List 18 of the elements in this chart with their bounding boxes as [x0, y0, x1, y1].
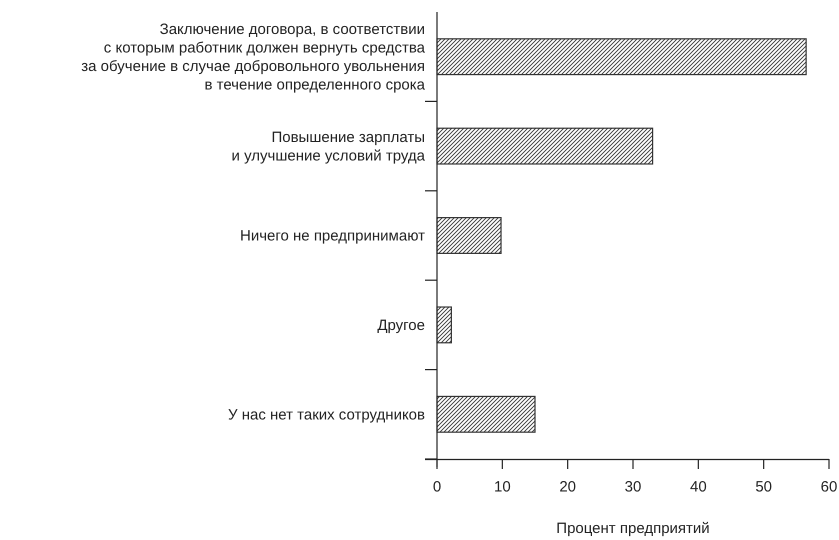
- x-tick-label: 10: [494, 478, 511, 496]
- x-tick-label: 60: [820, 478, 838, 496]
- bar: [436, 38, 807, 76]
- bar: [436, 217, 502, 254]
- y-tick-label: Заключение договора, в соответствии с которым работник должен вернуть средства за обучение в случае добровольного увольнения в течение определенного срока: [81, 20, 426, 94]
- y-tick-label: Ничего не предпринимают: [240, 228, 426, 244]
- x-tick-label: 30: [624, 478, 642, 496]
- y-tick-label: Другое: [377, 316, 425, 334]
- x-tick-label: 0: [432, 478, 442, 496]
- bar: [436, 396, 536, 433]
- x-tick-label: 50: [755, 478, 772, 496]
- x-tick-label: 40: [690, 478, 707, 496]
- x-tick-label: 20: [559, 478, 576, 496]
- bar: [436, 128, 654, 165]
- y-tick-label: Повышение зарплаты и улучшение условий труда: [232, 128, 426, 164]
- bar: [436, 306, 452, 344]
- x-axis-title: Процент предприятий: [556, 520, 710, 537]
- y-tick-label: У нас нет таких сотрудников: [228, 406, 426, 424]
